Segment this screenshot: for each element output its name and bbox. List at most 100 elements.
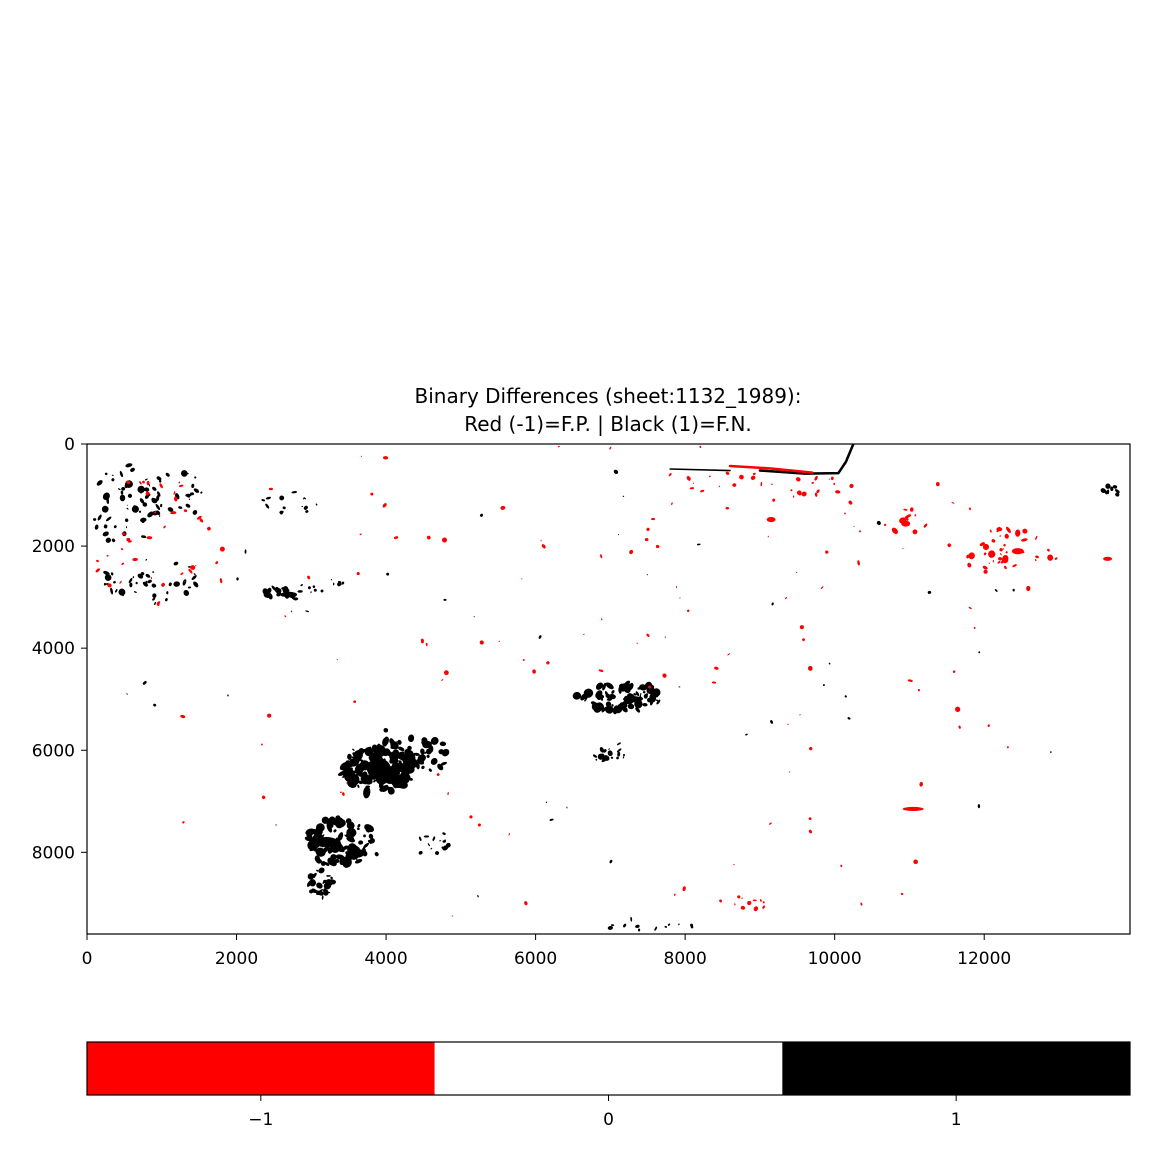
false-negative-patch [1115,492,1120,497]
false-negative-patch [357,784,360,788]
false-positive-patch [968,606,972,610]
false-negative-patch [1110,486,1114,492]
false-negative-patch [310,873,316,879]
false-negative-patch [636,702,642,708]
false-negative-patch [397,739,402,745]
false-positive-region [1011,548,1024,555]
false-negative-patch [113,581,116,584]
false-negative-patch [430,737,439,745]
false-negative-patch [664,636,666,638]
false-positive-patch [161,582,165,587]
x-tick-label: 6000 [514,949,557,969]
false-negative-patch [337,580,342,584]
false-negative-patch [437,763,444,771]
false-negative-patch [145,558,148,561]
false-negative-patch [430,757,438,765]
false-negative-patch [200,491,203,494]
false-positive-patch [267,713,272,718]
false-negative-patch [602,682,607,691]
false-negative-patch [640,692,642,696]
false-negative-patch [347,779,357,788]
false-positive-patch [768,822,772,825]
false-positive-patch [393,536,399,540]
false-negative-patch [422,742,429,749]
false-positive-patch [988,562,991,564]
false-negative-patch [386,572,390,576]
false-negative-patch [244,549,247,554]
false-negative-patch [398,760,402,763]
false-negative-patch [332,818,339,826]
false-positive-patch [907,679,913,682]
false-negative-patch [365,827,371,833]
false-negative-patch [352,845,360,851]
false-positive-patch [1002,548,1005,550]
false-negative-patch [844,695,847,698]
y-tick-label: 0 [64,435,75,455]
false-positive-patch [676,585,678,589]
false-negative-patch [313,588,317,592]
false-positive-patch [973,626,976,629]
y-axis: 0 2000 4000 6000 8000 [32,435,87,863]
false-negative-patch [125,463,133,468]
x-tick-label: 12000 [957,949,1011,969]
false-positive-patch [884,523,887,527]
false-negative-patch [157,491,161,497]
false-negative-patch [439,741,447,747]
false-negative-patch [158,515,161,517]
false-negative-patch [642,691,646,694]
false-negative-patch [597,753,604,760]
false-negative-patch [1012,588,1015,592]
false-negative-patch [142,681,147,685]
false-negative-patch [140,572,145,576]
false-negative-patch [432,741,436,745]
false-positive-patch [600,554,603,559]
false-negative-patch [407,745,412,751]
false-negative-patch [144,478,148,481]
false-negative-patch [324,861,330,866]
false-positive-patch [498,640,500,643]
false-positive-patch [469,815,473,819]
false-positive-patch [955,706,961,712]
false-negative-patch [420,748,425,755]
false-positive-patch [159,483,163,489]
false-positive-patch [353,700,357,703]
false-positive-patch [219,578,223,584]
false-negative-patch [227,694,229,697]
false-positive-patch [750,475,756,480]
false-negative-patch [316,869,319,872]
false-positive-patch [183,581,186,583]
false-negative-patch [281,587,284,590]
false-negative-patch [275,824,277,826]
false-negative-patch [140,491,143,494]
false-negative-patch [368,833,374,840]
false-negative-patch [284,588,288,591]
false-negative-line [669,468,731,472]
false-negative-patch [619,686,624,690]
false-negative-patch [120,490,124,495]
false-positive-patch [830,476,834,481]
false-negative-patch [119,470,123,478]
false-negative-patch [400,772,408,779]
false-negative-patch [101,505,109,513]
false-positive-patch [1004,565,1007,570]
false-positive-patch [95,568,100,573]
false-negative-patch [345,860,352,868]
false-negative-patch [369,838,375,844]
false-negative-patch [142,581,148,587]
false-negative-patch [576,695,580,700]
false-positive-patch [828,478,830,480]
false-positive-patch [996,526,1001,533]
false-negative-patch [440,761,448,766]
false-positive-patch [1035,555,1039,559]
false-positive-patch [152,570,154,573]
false-positive-patch [917,688,921,692]
false-positive-patch [718,485,721,488]
false-negative-patch [608,748,610,750]
false-positive-patch [699,445,702,448]
false-negative-patch [426,748,432,755]
false-negative-patch [584,698,587,702]
false-positive-patch [650,517,656,521]
false-negative-patch [363,834,366,838]
false-negative-patch [339,762,349,771]
false-negative-patch [667,923,671,926]
